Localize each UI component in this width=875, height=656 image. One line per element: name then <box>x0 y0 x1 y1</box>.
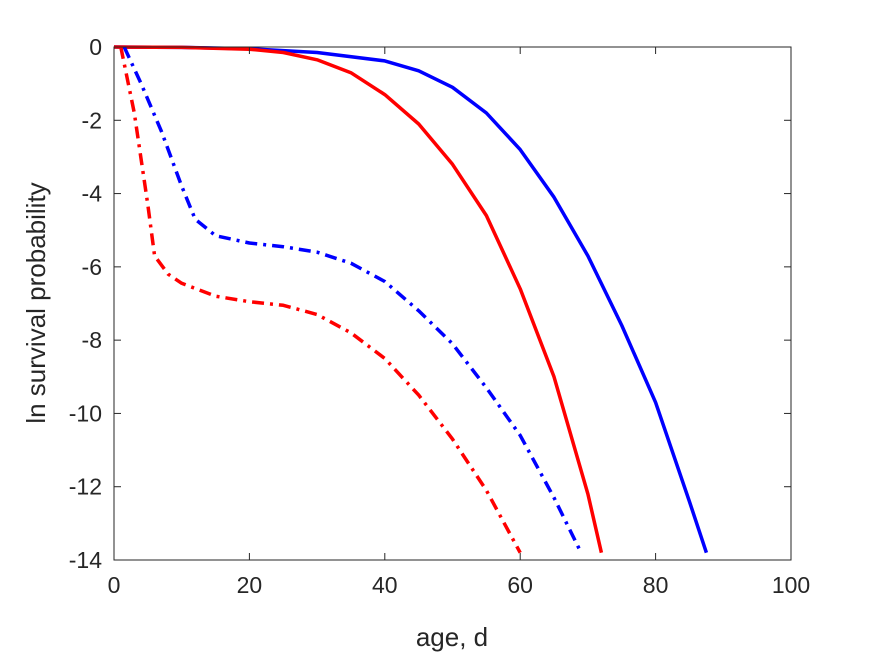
x-tick-label: 20 <box>237 572 263 598</box>
y-tick-label: 0 <box>89 34 102 60</box>
x-tick-label: 60 <box>507 572 533 598</box>
y-tick-label: -4 <box>82 181 103 207</box>
x-tick-label: 80 <box>643 572 669 598</box>
plot-background <box>114 47 791 560</box>
series-line-4 <box>119 46 522 554</box>
y-axis-label: ln survival probability <box>21 182 51 423</box>
x-tick-label: 0 <box>108 572 121 598</box>
y-tick-label: -12 <box>69 474 102 500</box>
series-line-2 <box>113 45 604 554</box>
series-layer <box>113 45 709 554</box>
y-tick-label: -8 <box>82 327 102 353</box>
x-tick-label: 40 <box>372 572 398 598</box>
x-axis-label: age, d <box>416 622 488 652</box>
y-tick-label: -6 <box>82 254 102 280</box>
y-tick-label: -14 <box>69 547 102 573</box>
plot-frame <box>113 46 792 561</box>
x-tick-label: 100 <box>772 572 810 598</box>
series-line-3 <box>122 46 583 554</box>
tick-layer: 0 20 40 60 80 100 0 -2 -4 -6 -8 -10 -12 -14 <box>69 34 810 598</box>
y-tick-label: -10 <box>69 400 102 426</box>
y-tick-label: -2 <box>82 107 102 133</box>
